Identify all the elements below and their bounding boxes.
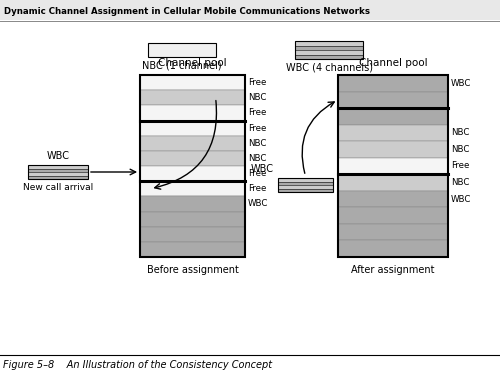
Bar bbox=[278, 189, 333, 192]
Bar bbox=[140, 211, 245, 226]
Text: NBC: NBC bbox=[451, 178, 469, 187]
Bar bbox=[295, 50, 363, 54]
Text: WBC: WBC bbox=[451, 79, 471, 88]
Bar bbox=[338, 224, 448, 240]
Text: WBC: WBC bbox=[248, 200, 268, 208]
Text: Free: Free bbox=[248, 108, 266, 117]
Bar bbox=[338, 191, 448, 207]
Bar bbox=[28, 176, 88, 179]
Text: Free: Free bbox=[451, 162, 469, 171]
Text: NBC: NBC bbox=[248, 154, 266, 163]
Text: Free: Free bbox=[248, 169, 266, 178]
Bar bbox=[278, 185, 333, 189]
Text: NBC: NBC bbox=[248, 139, 266, 148]
Text: WBC (4 channels): WBC (4 channels) bbox=[286, 63, 372, 73]
Bar bbox=[140, 226, 245, 242]
Bar bbox=[295, 45, 363, 50]
Text: Before assignment: Before assignment bbox=[146, 265, 238, 275]
Bar bbox=[148, 43, 216, 57]
Bar bbox=[338, 174, 448, 191]
Bar bbox=[338, 108, 448, 124]
Text: Channel pool: Channel pool bbox=[158, 58, 227, 68]
Bar bbox=[140, 75, 245, 90]
Bar bbox=[278, 178, 333, 182]
Bar bbox=[140, 181, 245, 196]
Bar bbox=[295, 41, 363, 59]
Text: Free: Free bbox=[248, 124, 266, 133]
Bar bbox=[140, 151, 245, 166]
Bar bbox=[140, 136, 245, 151]
Bar bbox=[295, 54, 363, 59]
Text: Channel pool: Channel pool bbox=[358, 58, 428, 68]
Text: NBC: NBC bbox=[248, 93, 266, 102]
Bar bbox=[338, 92, 448, 108]
Text: Free: Free bbox=[248, 184, 266, 193]
Bar bbox=[28, 165, 88, 179]
Bar bbox=[338, 158, 448, 174]
Bar bbox=[338, 240, 448, 257]
Bar bbox=[278, 182, 333, 185]
Text: WBC: WBC bbox=[251, 164, 274, 174]
Bar bbox=[140, 90, 245, 105]
Text: Figure 5–8    An Illustration of the Consistency Concept: Figure 5–8 An Illustration of the Consis… bbox=[3, 360, 272, 370]
Bar bbox=[338, 207, 448, 224]
Bar bbox=[140, 196, 245, 211]
Bar bbox=[338, 75, 448, 257]
Bar bbox=[28, 172, 88, 176]
Text: NBC: NBC bbox=[451, 145, 469, 154]
Bar bbox=[140, 105, 245, 120]
Text: Dynamic Channel Assignment in Cellular Mobile Communications Networks: Dynamic Channel Assignment in Cellular M… bbox=[4, 6, 370, 15]
Bar bbox=[28, 165, 88, 168]
Text: WBC: WBC bbox=[451, 195, 471, 204]
Bar bbox=[140, 242, 245, 257]
Text: Free: Free bbox=[248, 78, 266, 87]
Bar bbox=[28, 168, 88, 172]
Bar bbox=[0, 0, 500, 20]
Text: NBC (1 channel): NBC (1 channel) bbox=[142, 61, 222, 71]
Bar bbox=[140, 166, 245, 181]
Bar bbox=[338, 124, 448, 141]
Bar bbox=[338, 75, 448, 92]
Bar bbox=[295, 41, 363, 45]
Text: New call arrival: New call arrival bbox=[23, 183, 93, 192]
Bar bbox=[338, 141, 448, 158]
Text: WBC: WBC bbox=[46, 151, 70, 161]
Text: NBC: NBC bbox=[451, 128, 469, 137]
Bar bbox=[140, 120, 245, 136]
Text: After assignment: After assignment bbox=[351, 265, 435, 275]
Bar bbox=[140, 75, 245, 257]
Bar bbox=[278, 178, 333, 192]
